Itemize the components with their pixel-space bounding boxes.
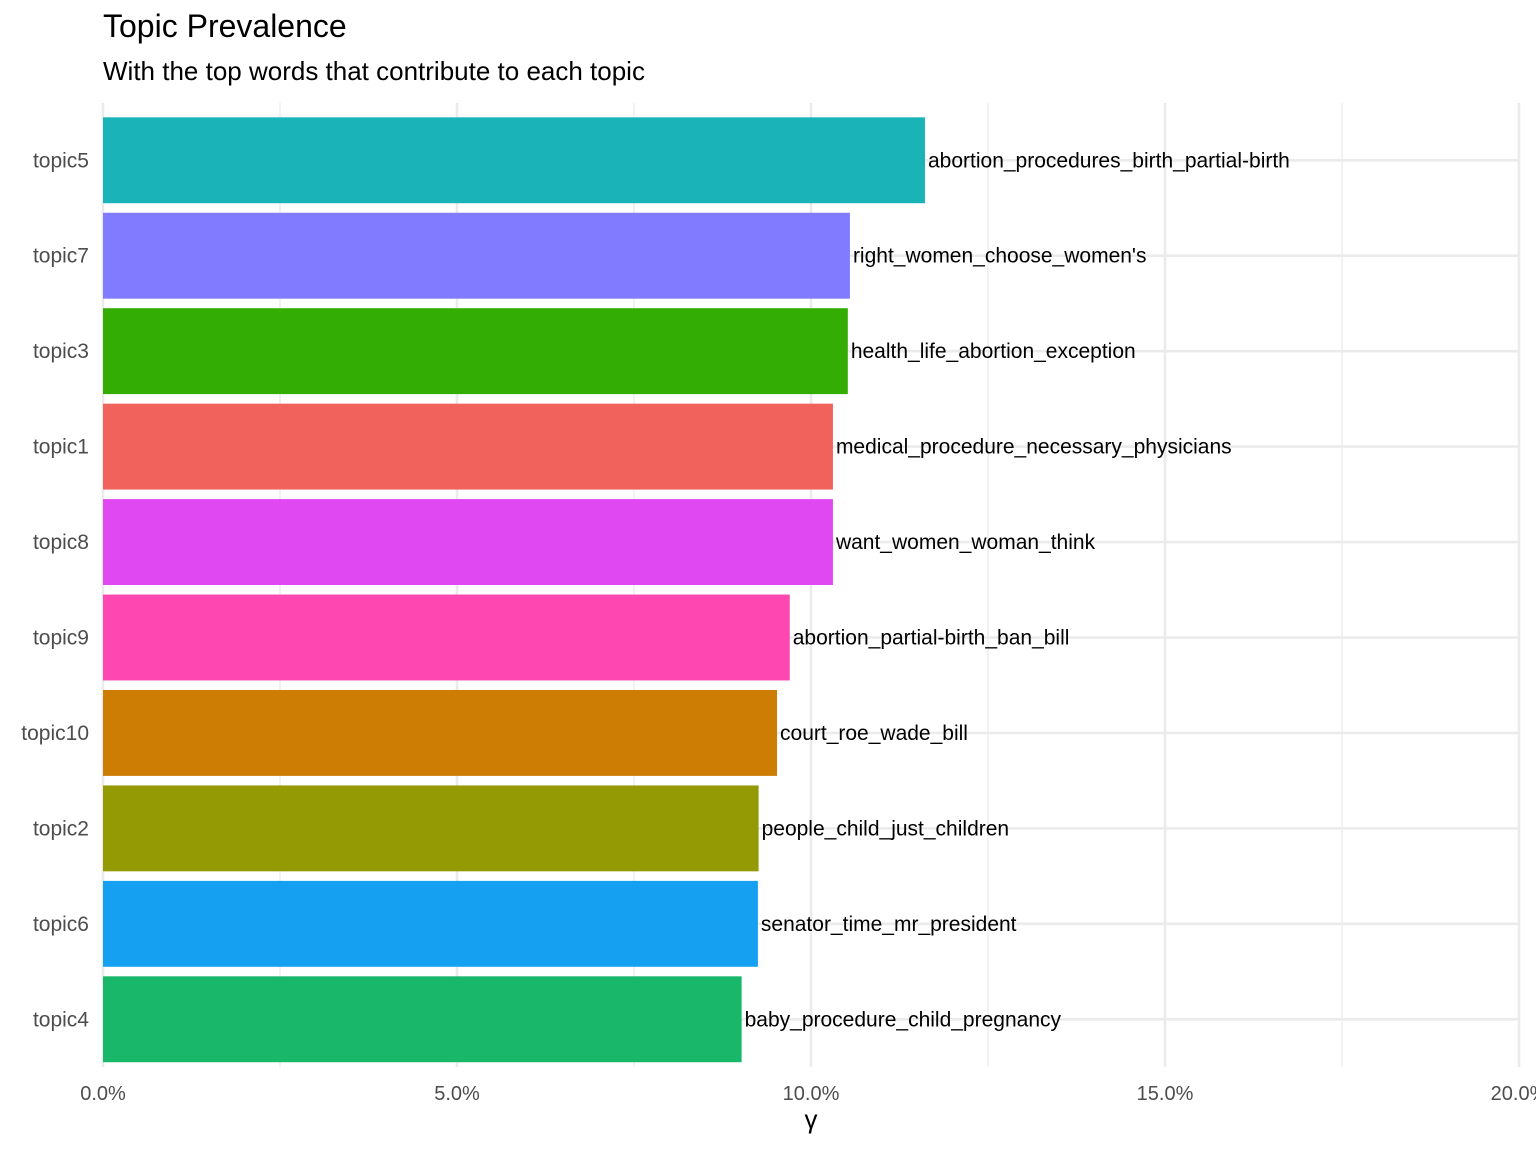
x-tick-label: 20.0% (1491, 1083, 1536, 1105)
data-label-topic6: senator_time_mr_president (761, 913, 1017, 936)
x-axis-title: γ (805, 1104, 818, 1134)
y-tick-label-topic3: topic3 (33, 340, 89, 363)
bar-topic4 (103, 976, 742, 1063)
bar-topic6 (103, 880, 758, 967)
y-tick-label-topic10: topic10 (21, 722, 89, 745)
y-tick-label-topic1: topic1 (33, 436, 89, 459)
y-tick-label-topic4: topic4 (33, 1008, 89, 1031)
y-tick-label-topic5: topic5 (33, 149, 89, 172)
bar-layer (103, 117, 925, 1063)
bar-topic7 (103, 212, 850, 299)
bar-topic2 (103, 785, 759, 872)
label-layer: abortion_procedures_birth_partial-birthr… (745, 149, 1290, 1031)
y-tick-label-topic8: topic8 (33, 531, 89, 554)
x-tick-label: 10.0% (783, 1083, 840, 1105)
data-label-topic10: court_roe_wade_bill (780, 722, 968, 745)
x-tick-label: 5.0% (434, 1083, 480, 1105)
data-label-topic2: people_child_just_children (762, 817, 1010, 840)
bar-topic3 (103, 308, 848, 395)
axis-layer: γ topic5 topic7 topic3 topic1 topic8 topic9 to… (21, 149, 1536, 1134)
chart-title: Topic Prevalence (103, 8, 347, 44)
bar-topic5 (103, 117, 925, 204)
x-tick-label: 0.0% (80, 1083, 126, 1105)
data-label-topic1: medical_procedure_necessary_physicians (836, 436, 1232, 459)
chart-subtitle: With the top words that contribute to ea… (103, 56, 645, 86)
data-label-topic3: health_life_abortion_exception (851, 340, 1136, 363)
y-tick-label-topic2: topic2 (33, 817, 89, 840)
y-tick-label-topic6: topic6 (33, 913, 89, 936)
x-tick-label: 15.0% (1137, 1083, 1194, 1105)
bar-topic9 (103, 594, 790, 681)
data-label-topic8: want_women_woman_think (835, 531, 1096, 554)
bar-topic1 (103, 403, 833, 490)
data-label-topic7: right_women_choose_women's (853, 245, 1147, 268)
data-label-topic4: baby_procedure_child_pregnancy (745, 1008, 1062, 1031)
data-label-topic9: abortion_partial-birth_ban_bill (793, 626, 1070, 649)
bar-topic10 (103, 689, 778, 776)
y-tick-label-topic7: topic7 (33, 245, 89, 268)
y-tick-label-topic9: topic9 (33, 626, 89, 649)
data-label-topic5: abortion_procedures_birth_partial-birth (928, 149, 1290, 172)
bar-topic8 (103, 499, 833, 585)
